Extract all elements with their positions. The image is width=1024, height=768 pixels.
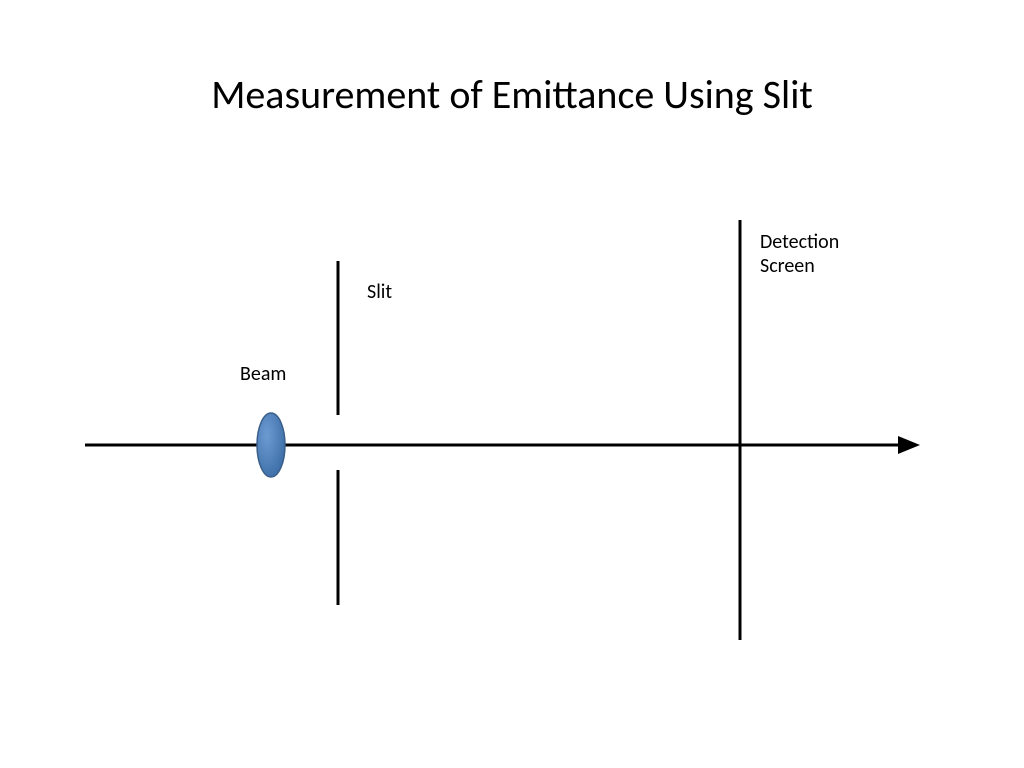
arrowhead-icon	[898, 436, 920, 454]
diagram-canvas	[0, 0, 1024, 768]
beam-ellipse-icon	[257, 413, 285, 477]
